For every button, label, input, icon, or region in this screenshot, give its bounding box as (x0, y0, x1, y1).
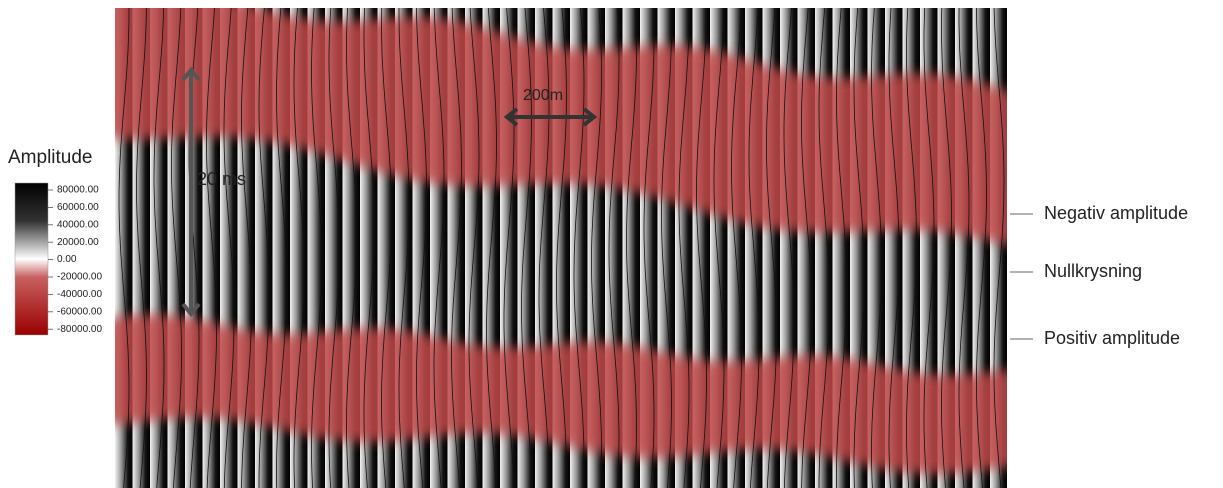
figure: Amplitude 80000.00 60000.00 40000.00 20000.… (0, 0, 1223, 488)
time-scale: 20 ms (197, 169, 246, 189)
side-label: Nullkrysning (1044, 261, 1142, 281)
side-label: Positiv amplitude (1044, 328, 1180, 348)
side-label: Negativ amplitude (1044, 203, 1188, 223)
color-tick-label: 80000.00 (57, 185, 99, 196)
distance-scale: 200m (523, 87, 563, 104)
color-tick-label: -20000.00 (57, 272, 102, 283)
color-tick-label: 0.00 (57, 254, 77, 265)
color-tick-label: 40000.00 (57, 219, 99, 230)
color-tick-label: -60000.00 (57, 306, 102, 317)
color-tick-label: 60000.00 (57, 202, 99, 213)
color-tick-label: -40000.00 (57, 289, 102, 300)
color-tick-label: 20000.00 (57, 237, 99, 248)
legend-title: Amplitude (8, 147, 93, 168)
color-bar (15, 183, 48, 335)
color-tick-label: -80000.00 (57, 324, 102, 335)
seismic-section (100, 0, 1020, 488)
